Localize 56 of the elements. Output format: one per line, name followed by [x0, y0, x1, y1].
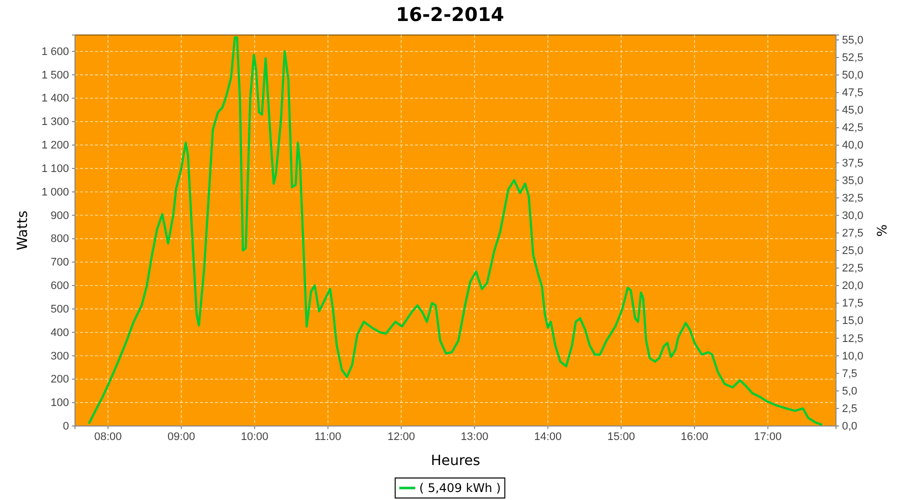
y2-tick-label: 45,0 — [842, 104, 864, 117]
y-tick-label: 500 — [50, 303, 69, 316]
x-tick-label: 09:00 — [168, 430, 196, 443]
y-tick-label: 1 300 — [41, 116, 69, 128]
x-tick-label: 11:00 — [314, 430, 342, 443]
y2-tick-label: 2,5 — [842, 402, 858, 415]
y2-tick-label: 55,0 — [842, 34, 864, 46]
x-tick-label: 08:00 — [94, 430, 122, 443]
y-tick-label: 400 — [50, 326, 69, 339]
y2-tick-label: 12,5 — [842, 332, 864, 345]
y-tick-label: 700 — [50, 256, 69, 269]
y-tick-label: 1 400 — [41, 92, 69, 105]
y2-tick-label: 0,0 — [842, 420, 858, 433]
y2-tick-label: 35,0 — [842, 174, 864, 187]
y2-tick-label: 42,5 — [842, 122, 864, 134]
y-tick-label: 1 600 — [41, 46, 69, 58]
legend-label: ( 5,409 kWh ) — [419, 481, 501, 495]
y2-tick-label: 37,5 — [842, 157, 864, 170]
y-tick-label: 1 000 — [41, 186, 69, 198]
y2-tick-label: 5,0 — [842, 385, 858, 398]
x-tick-label: 17:00 — [754, 430, 782, 443]
y2-tick-label: 52,5 — [842, 52, 864, 64]
chart-title: 16-2-2014 — [396, 4, 504, 26]
y2-tick-label: 47,5 — [842, 87, 864, 100]
x-tick-label: 12:00 — [387, 430, 416, 443]
y2-tick-label: 20,0 — [842, 280, 864, 292]
y2-tick-label: 10,0 — [842, 350, 864, 362]
y-tick-label: 300 — [50, 350, 69, 362]
y2-tick-label: 15,0 — [842, 315, 864, 328]
y2-axis-title: % — [873, 224, 888, 237]
y-axis-title: Watts — [15, 210, 31, 250]
y-tick-label: 100 — [50, 397, 69, 410]
y2-tick-label: 50,0 — [842, 70, 864, 82]
y-tick-label: 800 — [50, 233, 69, 246]
y-tick-label: 600 — [50, 280, 69, 292]
x-tick-label: 15:00 — [607, 430, 635, 443]
x-tick-label: 10:00 — [240, 430, 268, 443]
y2-tick-label: 30,0 — [842, 210, 864, 222]
x-tick-label: 14:00 — [534, 430, 562, 443]
y-tick-label: 1 100 — [41, 162, 69, 175]
x-tick-label: 16:00 — [680, 430, 708, 443]
y-tick-label: 1 500 — [41, 69, 69, 82]
x-axis-title: Heures — [430, 453, 480, 469]
y2-tick-label: 22,5 — [842, 262, 864, 275]
y2-tick-label: 25,0 — [842, 245, 864, 258]
y-tick-label: 0 — [62, 420, 69, 433]
line-series — [88, 36, 824, 426]
y-tick-label: 900 — [50, 210, 69, 222]
y-tick-label: 200 — [50, 374, 69, 386]
x-tick-label: 13:00 — [460, 430, 488, 443]
y2-tick-label: 17,5 — [842, 298, 864, 310]
y2-tick-label: 27,5 — [842, 227, 864, 240]
y-tick-label: 1 200 — [41, 140, 69, 152]
y2-tick-label: 40,0 — [842, 140, 864, 152]
y2-tick-label: 7,5 — [842, 368, 858, 380]
y2-tick-label: 32,5 — [842, 192, 864, 204]
